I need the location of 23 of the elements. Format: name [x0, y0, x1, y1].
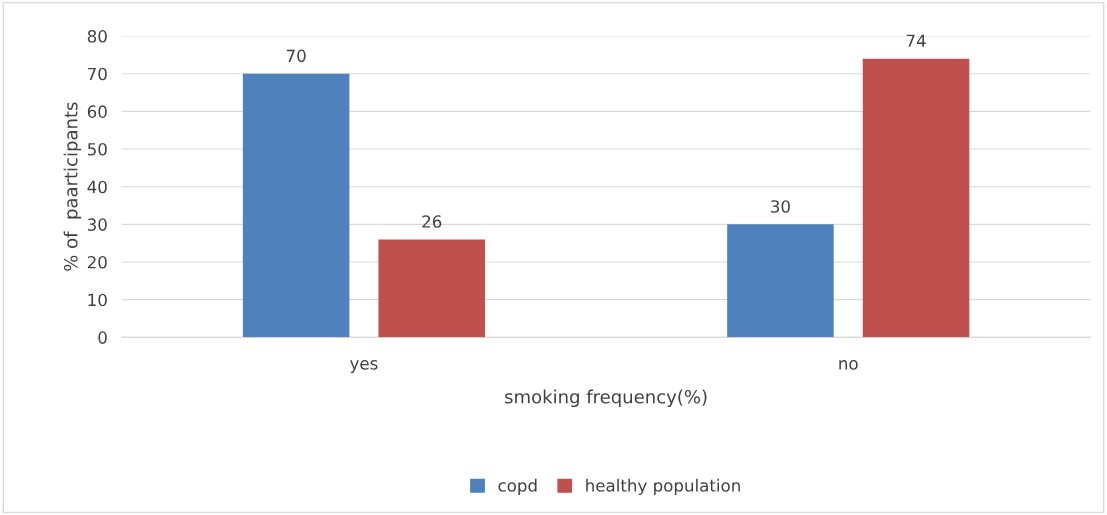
data-label: 26	[422, 215, 442, 228]
y-tick-label: 30	[87, 218, 107, 231]
y-tick-label: 80	[87, 30, 107, 43]
y-axis-title: % of paarticipants	[63, 102, 82, 271]
bar	[378, 239, 485, 338]
y-tick-label: 60	[87, 105, 107, 118]
bar	[862, 58, 970, 338]
x-tick-label: yes	[350, 360, 378, 373]
legend-label: healthy population	[586, 478, 740, 495]
legend-label: copd	[498, 478, 537, 495]
data-label: 30	[771, 200, 790, 213]
x-tick-label: no	[839, 360, 858, 370]
bar	[242, 73, 350, 338]
y-tick-label: 70	[88, 67, 107, 81]
x-axis-title: smoking frequency(%)	[505, 389, 707, 408]
y-tick-label: 40	[87, 180, 107, 194]
y-tick-label: 10	[88, 293, 107, 307]
data-label: 70	[286, 49, 306, 63]
data-label: 74	[906, 34, 926, 47]
y-tick-label: 0	[98, 331, 107, 344]
bar	[727, 224, 834, 338]
y-tick-label: 50	[87, 142, 107, 156]
y-tick-label: 20	[87, 255, 107, 269]
